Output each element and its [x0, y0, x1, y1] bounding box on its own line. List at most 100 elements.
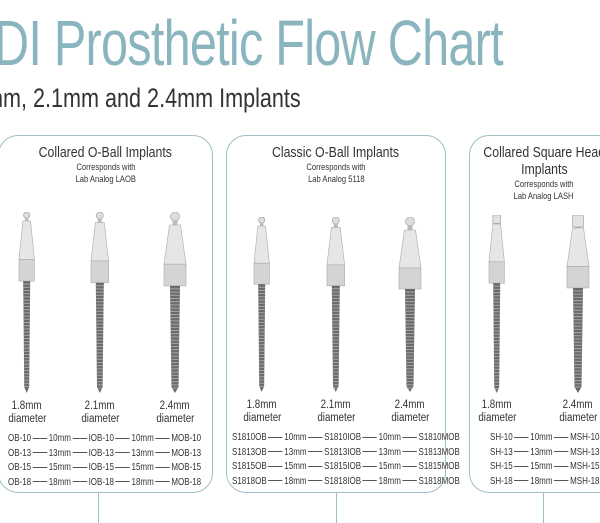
- diameter-label: 2.1mm diameter: [301, 399, 371, 425]
- implant-card: [469, 135, 600, 493]
- part-number: S1818MOB: [418, 475, 460, 487]
- part-number-row: SH-15 15mm MSH-15: [490, 461, 599, 473]
- connector-dash: [362, 480, 378, 482]
- connector-dash: [32, 481, 48, 483]
- part-number-row: S1813OB 13mm S1813IOB 13mm S1813MOB: [232, 447, 460, 459]
- connector-dash: [514, 436, 529, 438]
- diameter-size: 1.8mm: [247, 399, 277, 411]
- diameter-text: diameter: [7, 413, 47, 425]
- length-value: 18mm: [530, 475, 553, 487]
- card-title-text-2: Implants: [520, 161, 568, 178]
- diameter-text: diameter: [316, 412, 356, 424]
- card-title-text: Classic O-Ball Implants: [272, 144, 400, 161]
- part-number: OB-13: [8, 447, 32, 459]
- part-number: S1818IOB: [324, 475, 362, 487]
- connector-dash: [308, 451, 323, 453]
- length-value: 10mm: [378, 432, 401, 443]
- card-subtitle-text: Lab Analog LASH: [513, 191, 574, 202]
- part-number: S1815IOB: [324, 461, 362, 472]
- part-number-row: SH-10 10mm MSH-10: [490, 432, 599, 444]
- connector-dash: [514, 451, 529, 453]
- part-number: S1815MOB: [418, 461, 460, 472]
- connector-dash: [268, 436, 283, 438]
- part-number: MOB-18: [171, 476, 202, 488]
- part-number: S1810OB: [232, 432, 267, 443]
- connector-dash: [268, 480, 283, 482]
- connector-dash: [72, 452, 87, 454]
- connector-dash: [362, 451, 378, 453]
- length-value: 18mm: [378, 475, 401, 487]
- part-number: MOB-15: [171, 462, 202, 473]
- connector-dash: [554, 451, 569, 453]
- part-number-row: OB-15 15mm IOB-15 15mm MOB-15: [8, 462, 201, 474]
- implant-card: [0, 135, 213, 493]
- card-title-text: Collared O-Ball Implants: [38, 144, 173, 161]
- length-value: 10mm: [530, 432, 553, 443]
- length-value: 13mm: [48, 447, 71, 459]
- page-title: DI Prosthetic Flow Chart: [0, 7, 504, 79]
- length-value: 10mm: [284, 432, 307, 443]
- connector-line: [98, 493, 100, 523]
- card-subtitle-text: Corresponds with: [514, 179, 574, 190]
- connector-dash: [155, 452, 170, 454]
- card-subtitle: Corresponds with: [226, 162, 446, 174]
- diameter-text: diameter: [477, 412, 517, 424]
- length-value: 15mm: [378, 461, 401, 472]
- length-value: 10mm: [131, 433, 154, 444]
- implant-image: [487, 214, 506, 398]
- connector-dash: [362, 436, 378, 438]
- part-number: S1810MOB: [418, 432, 460, 443]
- connector-dash: [155, 481, 170, 483]
- part-number: MSH-18: [570, 475, 600, 487]
- card-subtitle-text: Lab Analog LAOB: [75, 174, 136, 185]
- card-subtitle-text: Lab Analog 5118: [307, 174, 365, 185]
- part-number: SH-10: [490, 432, 513, 443]
- connector-dash: [554, 436, 569, 438]
- diameter-text: diameter: [80, 413, 120, 425]
- part-number: MSH-13: [570, 446, 600, 458]
- connector-dash: [402, 480, 417, 482]
- connector-dash: [268, 465, 283, 467]
- part-number-row: S1815OB 15mm S1815IOB 15mm S1815MOB: [232, 461, 460, 473]
- part-number: SH-18: [490, 475, 513, 487]
- diameter-size: 1.8mm: [482, 399, 512, 411]
- card-title: Classic O-Ball Implants: [226, 144, 446, 161]
- part-number: OB-15: [8, 462, 32, 473]
- diameter-label: 2.1mm diameter: [65, 400, 135, 426]
- connector-dash: [32, 437, 48, 439]
- part-number: S1813IOB: [324, 446, 362, 458]
- connector-dash: [72, 437, 87, 439]
- connector-dash: [402, 465, 417, 467]
- part-number: S1818OB: [232, 475, 267, 487]
- diameter-text: diameter: [390, 412, 430, 424]
- diameter-size: 2.4mm: [563, 399, 593, 411]
- part-number: MSH-10: [570, 432, 600, 443]
- connector-dash: [308, 436, 323, 438]
- diameter-text: diameter: [155, 413, 195, 425]
- diameter-size: 2.1mm: [85, 400, 115, 412]
- connector-dash: [72, 466, 87, 468]
- part-number-row: SH-18 18mm MSH-18: [490, 476, 599, 488]
- connector-dash: [268, 451, 283, 453]
- implant-image: [325, 216, 347, 397]
- card-title-text: Collared Square Head: [483, 144, 600, 161]
- connector-dash: [554, 480, 569, 482]
- card-subtitle: Lab Analog LAOB: [0, 174, 213, 186]
- connector-dash: [362, 465, 378, 467]
- connector-dash: [32, 452, 48, 454]
- length-value: 13mm: [131, 447, 154, 459]
- part-number-row: S1818OB 18mm S1818IOB 18mm S1818MOB: [232, 476, 460, 488]
- connector-dash: [554, 465, 569, 467]
- part-number: S1815OB: [232, 461, 267, 472]
- implant-image: [397, 216, 423, 397]
- connector-dash: [402, 436, 417, 438]
- part-number: MOB-13: [171, 447, 202, 459]
- part-number: IOB-10: [88, 433, 114, 444]
- part-number: S1813MOB: [418, 446, 460, 458]
- part-number: OB-10: [8, 433, 32, 444]
- diameter-size: 2.4mm: [395, 399, 425, 411]
- diameter-text: diameter: [558, 412, 598, 424]
- diameter-size: 1.8mm: [12, 400, 42, 412]
- card-subtitle: Lab Analog LASH: [469, 191, 600, 203]
- diameter-label: 2.4mm diameter: [375, 399, 445, 425]
